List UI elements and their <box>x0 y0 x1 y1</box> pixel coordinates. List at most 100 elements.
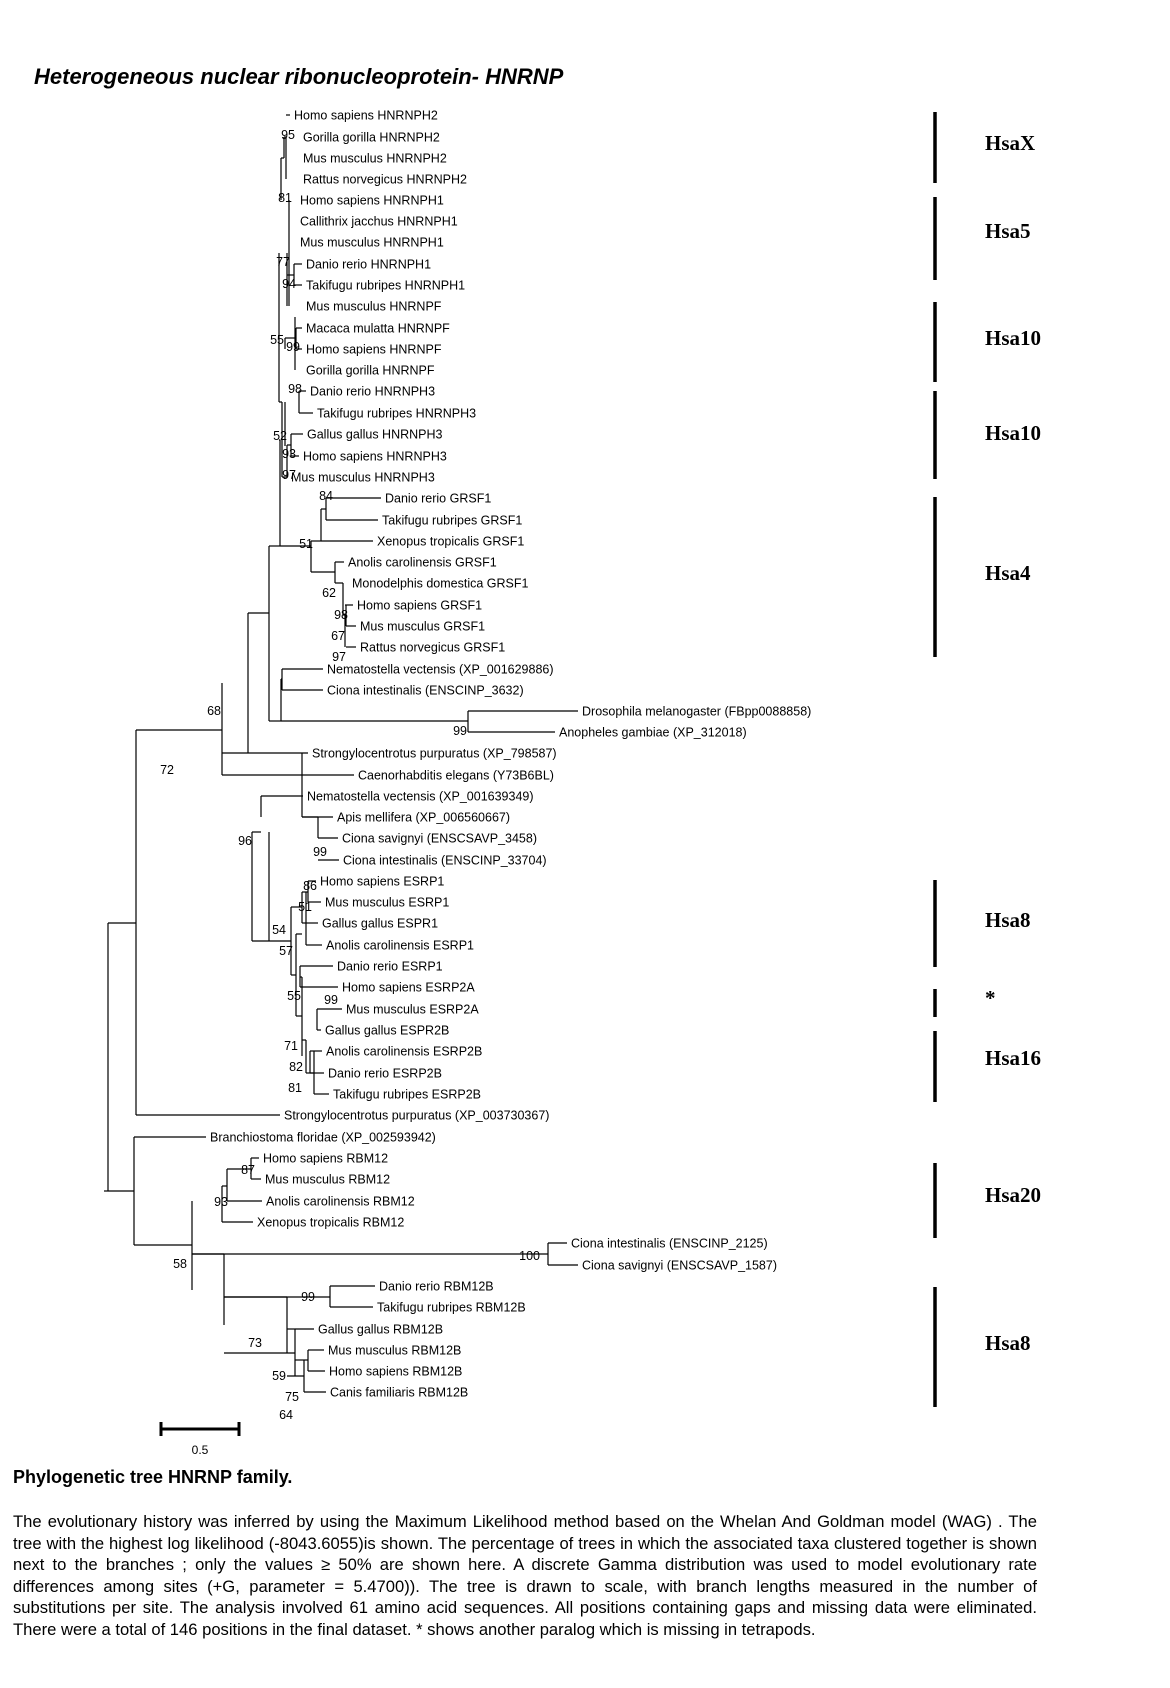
bootstrap-value: 97 <box>332 650 346 664</box>
chromosome-group-label: Hsa10 <box>985 326 1041 350</box>
bootstrap-value: 99 <box>324 993 338 1007</box>
taxon-label: Rattus norvegicus GRSF1 <box>360 641 505 655</box>
taxon-label: Anolis carolinensis ESRP1 <box>326 939 474 953</box>
page-title: Heterogeneous nuclear ribonucleoprotein-… <box>34 64 564 89</box>
taxon-labels: Homo sapiens HNRNPH2 Gorilla gorilla HNRN… <box>210 109 811 1400</box>
taxon-label: Anolis carolinensis GRSF1 <box>348 556 497 570</box>
taxon-label: Caenorhabditis elegans (Y73B6BL) <box>358 769 554 783</box>
taxon-label: Takifugu rubripes RBM12B <box>377 1301 526 1315</box>
taxon-label: Mus musculus GRSF1 <box>360 620 485 634</box>
taxon-label: Mus musculus ESRP2A <box>346 1003 479 1017</box>
taxon-label: Takifugu rubripes GRSF1 <box>382 514 522 528</box>
chromosome-groups: HsaX Hsa5 Hsa10 Hsa10 Hsa4 Hsa8 * Hsa16 Hsa20 Hsa… <box>933 112 1041 1407</box>
bootstrap-value: 51 <box>298 900 312 914</box>
taxon-label: Nematostella vectensis (XP_001629886) <box>327 663 554 677</box>
taxon-label: Takifugu rubripes ESRP2B <box>333 1088 481 1102</box>
bootstrap-value: 95 <box>281 128 295 142</box>
bootstrap-value: 99 <box>453 724 467 738</box>
bootstrap-value: 54 <box>272 923 286 937</box>
bootstrap-value: 57 <box>279 944 293 958</box>
taxon-label: Drosophila melanogaster (FBpp0088858) <box>582 705 811 719</box>
bootstrap-value: 98 <box>334 608 348 622</box>
taxon-label: Danio rerio ESRP2B <box>328 1067 442 1081</box>
taxon-label: Nematostella vectensis (XP_001639349) <box>307 790 534 804</box>
bootstrap-value: 71 <box>284 1039 298 1053</box>
taxon-label: Danio rerio HNRNPH3 <box>310 385 435 399</box>
taxon-label: Ciona savignyi (ENSCSAVP_1587) <box>582 1259 777 1273</box>
bootstrap-value: 59 <box>272 1369 286 1383</box>
chromosome-group-label: Hsa8 <box>985 1331 1031 1355</box>
bootstrap-value: 55 <box>270 333 284 347</box>
bootstrap-value: 81 <box>288 1081 302 1095</box>
chromosome-group-label: * <box>985 986 996 1010</box>
bootstrap-value: 55 <box>287 989 301 1003</box>
bootstrap-value: 68 <box>207 704 221 718</box>
chromosome-group-label: Hsa16 <box>985 1046 1041 1070</box>
bootstrap-value: 73 <box>248 1336 262 1350</box>
bootstrap-value: 94 <box>282 277 296 291</box>
bootstrap-value: 96 <box>238 834 252 848</box>
bootstrap-value: 77 <box>276 255 290 269</box>
taxon-label: Danio rerio ESRP1 <box>337 960 443 974</box>
taxon-label: Canis familiaris RBM12B <box>330 1386 468 1400</box>
bootstrap-value: 93 <box>214 1195 228 1209</box>
taxon-label: Monodelphis domestica GRSF1 <box>352 577 529 591</box>
taxon-label: Mus musculus HNRNPF <box>306 300 442 314</box>
taxon-label: Xenopus tropicalis RBM12 <box>257 1216 404 1230</box>
taxon-label: Mus musculus RBM12B <box>328 1344 461 1358</box>
taxon-label: Branchiostoma floridae (XP_002593942) <box>210 1131 436 1145</box>
caption-title: Phylogenetic tree HNRNP family. <box>13 1467 293 1487</box>
taxon-label: Gallus gallus HNRNPH3 <box>307 428 443 442</box>
taxon-label: Anopheles gambiae (XP_312018) <box>559 726 747 740</box>
taxon-label: Ciona intestinalis (ENSCINP_33704) <box>343 854 547 868</box>
taxon-label: Ciona intestinalis (ENSCINP_3632) <box>327 684 524 698</box>
taxon-label: Danio rerio GRSF1 <box>385 492 491 506</box>
chromosome-group-label: Hsa8 <box>985 908 1031 932</box>
taxon-label: Homo sapiens RBM12B <box>329 1365 462 1379</box>
taxon-label: Ciona intestinalis (ENSCINP_2125) <box>571 1237 768 1251</box>
taxon-label: Mus musculus HNRNPH1 <box>300 236 444 250</box>
bootstrap-value: 99 <box>286 340 300 354</box>
taxon-label: Homo sapiens ESRP1 <box>320 875 444 889</box>
chromosome-group-label: Hsa4 <box>985 561 1031 585</box>
taxon-label: Mus musculus RBM12 <box>265 1173 390 1187</box>
taxon-label: Mus musculus ESRP1 <box>325 896 449 910</box>
phylogenetic-tree: Homo sapiens HNRNPH2 Gorilla gorilla HNRN… <box>104 109 1041 1457</box>
taxon-label: Danio rerio RBM12B <box>379 1280 494 1294</box>
taxon-label: Xenopus tropicalis GRSF1 <box>377 535 524 549</box>
bootstrap-value: 98 <box>288 382 302 396</box>
taxon-label: Strongylocentrotus purpuratus (XP_003730… <box>284 1109 549 1123</box>
taxon-label: Mus musculus HNRNPH2 <box>303 152 447 166</box>
taxon-label: Homo sapiens RBM12 <box>263 1152 388 1166</box>
taxon-label: Homo sapiens HNRNPF <box>306 343 442 357</box>
scale-bar-label: 0.5 <box>192 1443 209 1457</box>
chromosome-group-label: HsaX <box>985 131 1035 155</box>
taxon-label: Takifugu rubripes HNRNPH1 <box>306 279 465 293</box>
tree-branches <box>104 114 578 1393</box>
chromosome-group-label: Hsa5 <box>985 219 1031 243</box>
bootstrap-value: 72 <box>160 763 174 777</box>
taxon-label: Takifugu rubripes HNRNPH3 <box>317 407 476 421</box>
bootstrap-value: 86 <box>303 879 317 893</box>
taxon-label: Mus musculus HNRNPH3 <box>291 471 435 485</box>
bootstrap-value: 97 <box>282 468 296 482</box>
bootstrap-value: 51 <box>299 537 313 551</box>
bootstrap-value: 82 <box>289 1060 303 1074</box>
bootstrap-value: 99 <box>301 1290 315 1304</box>
taxon-label: Apis mellifera (XP_006560667) <box>337 811 510 825</box>
taxon-label: Danio rerio HNRNPH1 <box>306 258 431 272</box>
bootstrap-value: 67 <box>331 629 345 643</box>
bootstrap-value: 58 <box>173 1257 187 1271</box>
bootstrap-value: 64 <box>279 1408 293 1422</box>
taxon-label: Gorilla gorilla HNRNPH2 <box>303 131 440 145</box>
taxon-label: Gallus gallus ESPR2B <box>325 1024 449 1038</box>
chromosome-group-label: Hsa20 <box>985 1183 1041 1207</box>
chromosome-group-label: Hsa10 <box>985 421 1041 445</box>
bootstrap-value: 93 <box>282 447 296 461</box>
bootstrap-value: 81 <box>278 191 292 205</box>
taxon-label: Ciona savignyi (ENSCSAVP_3458) <box>342 832 537 846</box>
taxon-label: Homo sapiens ESRP2A <box>342 981 475 995</box>
bootstrap-value: 100 <box>519 1249 540 1263</box>
taxon-label: Gallus gallus ESPR1 <box>322 917 438 931</box>
taxon-label: Anolis carolinensis ESRP2B <box>326 1045 482 1059</box>
